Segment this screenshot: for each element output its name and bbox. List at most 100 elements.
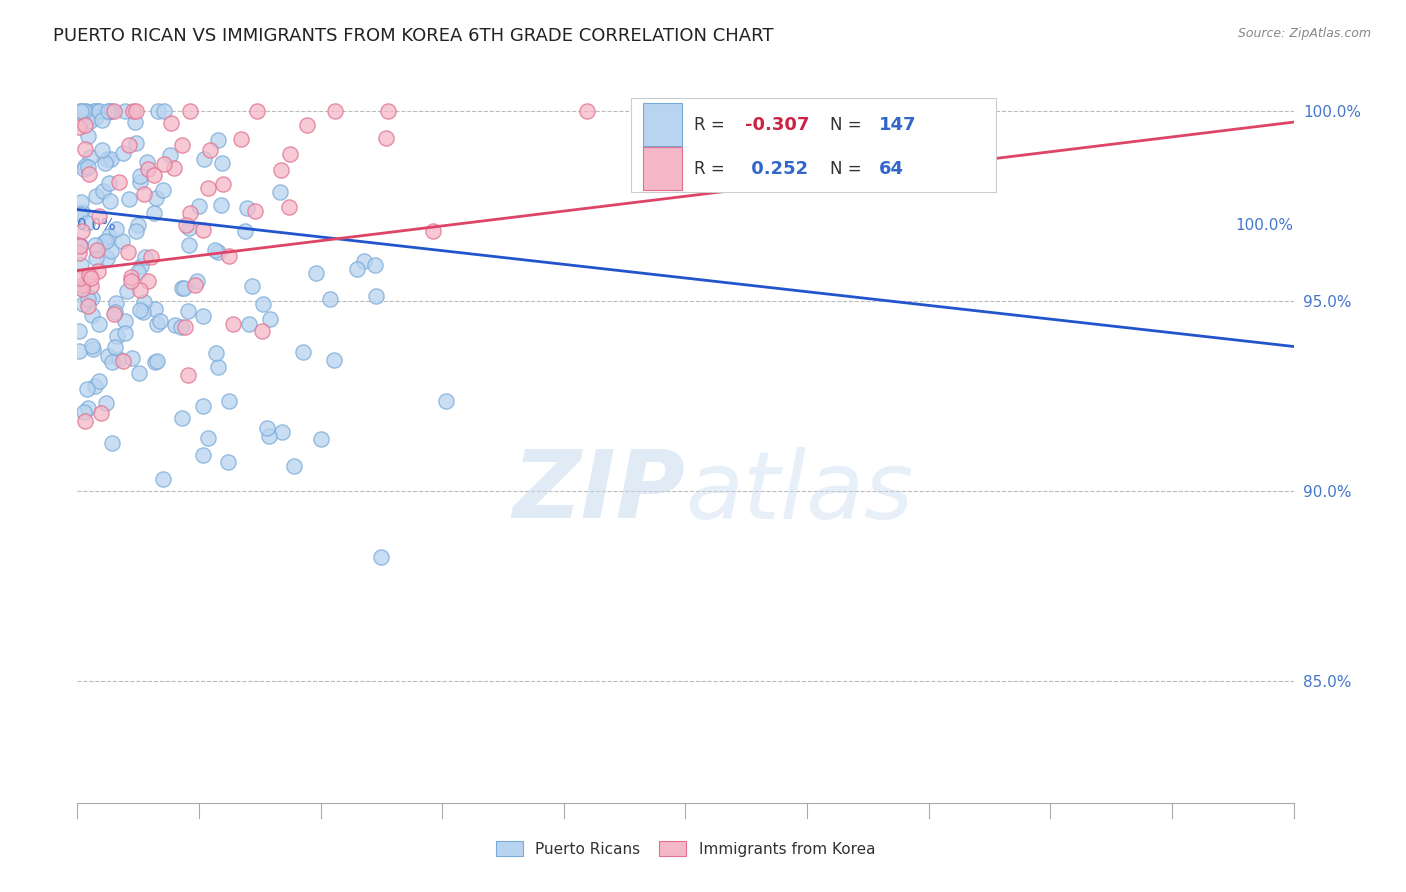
Point — [84, 110, 107, 124]
Point — [204, 243, 226, 257]
Point — [278, 147, 301, 161]
Point — [103, 307, 125, 321]
Point — [67, 120, 90, 135]
Point — [67, 344, 90, 359]
Point — [83, 103, 105, 118]
Point — [370, 550, 392, 565]
Point — [149, 313, 172, 327]
Point — [111, 234, 134, 248]
Point — [96, 235, 118, 249]
Point — [77, 268, 100, 283]
Point — [69, 103, 91, 118]
Point — [89, 103, 111, 118]
Point — [72, 281, 94, 295]
Point — [87, 317, 110, 331]
Point — [170, 137, 193, 152]
Point — [98, 228, 121, 243]
Point — [128, 283, 150, 297]
Text: 147: 147 — [879, 116, 917, 134]
FancyBboxPatch shape — [631, 98, 995, 193]
Point — [67, 238, 90, 252]
Point — [83, 103, 105, 118]
Point — [79, 113, 101, 128]
Point — [118, 192, 141, 206]
Point — [132, 305, 155, 319]
Point — [186, 274, 208, 288]
Point — [90, 143, 112, 157]
Point — [112, 146, 135, 161]
Point — [170, 281, 193, 295]
Point — [70, 224, 93, 238]
Point — [75, 142, 97, 156]
Point — [209, 197, 232, 211]
Point — [72, 280, 94, 294]
Point — [128, 303, 150, 318]
Point — [76, 382, 98, 396]
Point — [72, 278, 94, 293]
Point — [114, 314, 136, 328]
Point — [76, 216, 98, 230]
Point — [322, 353, 344, 368]
Point — [179, 237, 201, 252]
Point — [191, 223, 214, 237]
Point — [278, 200, 301, 214]
Point — [145, 191, 167, 205]
Point — [207, 245, 229, 260]
Point — [270, 162, 292, 177]
Point — [125, 224, 148, 238]
Point — [191, 400, 214, 414]
Point — [205, 346, 228, 360]
Point — [77, 129, 100, 144]
Point — [170, 320, 193, 334]
Point — [100, 244, 122, 259]
Text: N =: N = — [830, 116, 868, 134]
Point — [72, 297, 94, 311]
Point — [363, 259, 385, 273]
Point — [75, 103, 97, 118]
Point — [211, 156, 233, 170]
Point — [69, 237, 91, 252]
Point — [90, 406, 112, 420]
Point — [105, 328, 128, 343]
Point — [80, 308, 103, 322]
Point — [207, 360, 229, 375]
Point — [353, 254, 375, 268]
Point — [100, 152, 122, 166]
Point — [235, 202, 257, 216]
Point — [177, 304, 200, 318]
Point — [184, 277, 207, 292]
FancyBboxPatch shape — [643, 103, 682, 146]
Point — [77, 293, 100, 307]
Point — [100, 355, 122, 369]
Point — [207, 132, 229, 146]
Point — [100, 103, 122, 118]
Point — [152, 472, 174, 486]
Point — [292, 344, 315, 359]
Point — [101, 436, 124, 450]
Point — [141, 250, 163, 264]
Text: 0.0%: 0.0% — [77, 218, 117, 233]
Point — [72, 204, 94, 219]
Point — [211, 177, 233, 191]
Point — [79, 150, 101, 164]
Point — [146, 317, 169, 331]
Point — [80, 292, 103, 306]
Point — [73, 161, 96, 176]
Point — [87, 209, 110, 223]
Legend: Puerto Ricans, Immigrants from Korea: Puerto Ricans, Immigrants from Korea — [496, 841, 875, 856]
Point — [75, 118, 97, 132]
Point — [91, 112, 114, 127]
Point — [77, 401, 100, 415]
Point — [129, 259, 152, 273]
Text: R =: R = — [695, 160, 730, 178]
Point — [246, 103, 269, 118]
Point — [177, 220, 200, 235]
Point — [94, 156, 117, 170]
Point — [233, 224, 256, 238]
Point — [305, 266, 328, 280]
Point — [250, 324, 273, 338]
Point — [163, 161, 186, 175]
Point — [309, 432, 332, 446]
Point — [159, 148, 181, 162]
Point — [77, 299, 100, 313]
